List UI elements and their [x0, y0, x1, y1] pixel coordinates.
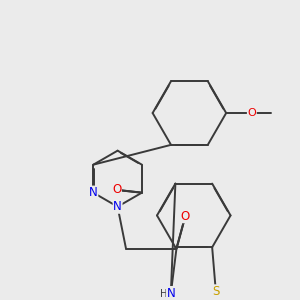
Text: O: O [181, 210, 190, 223]
Text: N: N [89, 186, 98, 199]
Text: O: O [112, 183, 121, 196]
Text: N: N [167, 287, 175, 300]
Text: H: H [160, 289, 167, 298]
Text: N: N [113, 200, 122, 213]
Text: S: S [212, 285, 220, 298]
Text: O: O [248, 108, 256, 118]
